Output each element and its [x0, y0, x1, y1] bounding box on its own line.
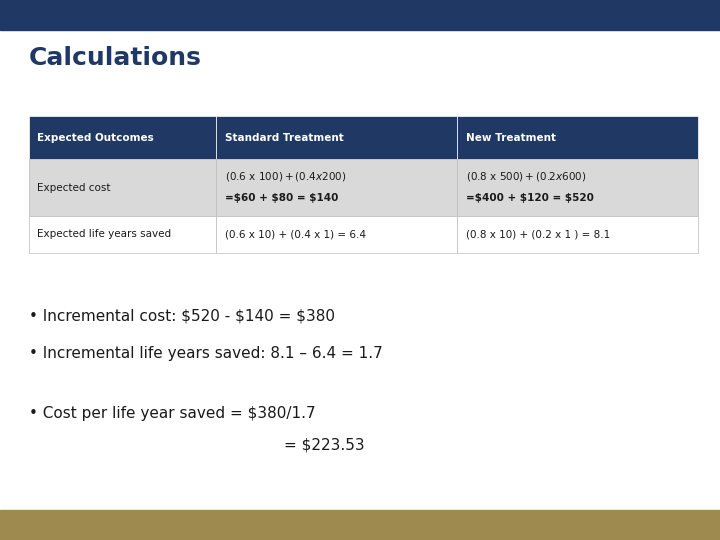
- Text: =$60 + $80 = $140: =$60 + $80 = $140: [225, 193, 338, 203]
- Text: (0.8 x $500) + (0.2 x $600): (0.8 x $500) + (0.2 x $600): [466, 170, 587, 183]
- Text: • Incremental cost: $520 - $140 = $380: • Incremental cost: $520 - $140 = $380: [29, 308, 335, 323]
- Text: Expected cost: Expected cost: [37, 183, 111, 193]
- Text: = $223.53: = $223.53: [284, 438, 365, 453]
- FancyBboxPatch shape: [216, 216, 457, 253]
- Text: (0.6 x 10) + (0.4 x 1) = 6.4: (0.6 x 10) + (0.4 x 1) = 6.4: [225, 230, 366, 239]
- FancyBboxPatch shape: [216, 159, 457, 216]
- Text: (0.8 x 10) + (0.2 x 1 ) = 8.1: (0.8 x 10) + (0.2 x 1 ) = 8.1: [466, 230, 611, 239]
- FancyBboxPatch shape: [29, 216, 216, 253]
- FancyBboxPatch shape: [29, 116, 216, 159]
- Text: Expected Outcomes: Expected Outcomes: [37, 133, 154, 143]
- Text: Expected life years saved: Expected life years saved: [37, 230, 171, 239]
- FancyBboxPatch shape: [216, 116, 457, 159]
- Text: Standard Treatment: Standard Treatment: [225, 133, 343, 143]
- Text: (0.6 x $100) + (0.4 x $200): (0.6 x $100) + (0.4 x $200): [225, 170, 346, 183]
- FancyBboxPatch shape: [457, 159, 698, 216]
- FancyBboxPatch shape: [457, 116, 698, 159]
- Text: • Incremental life years saved: 8.1 – 6.4 = 1.7: • Incremental life years saved: 8.1 – 6.…: [29, 346, 382, 361]
- Text: New Treatment: New Treatment: [466, 133, 556, 143]
- Text: • Cost per life year saved = $380/1.7: • Cost per life year saved = $380/1.7: [29, 406, 315, 421]
- Text: =$400 + $120 = $520: =$400 + $120 = $520: [466, 193, 594, 203]
- FancyBboxPatch shape: [457, 216, 698, 253]
- Text: Calculations: Calculations: [29, 46, 202, 70]
- FancyBboxPatch shape: [29, 159, 216, 216]
- Text: 18: 18: [22, 515, 35, 524]
